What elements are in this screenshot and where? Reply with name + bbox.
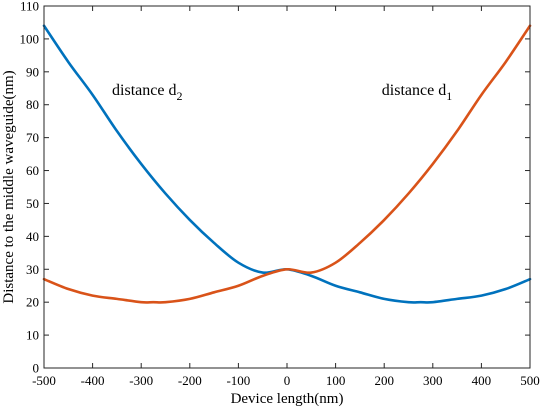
x-tick-label: 100 [326, 373, 346, 388]
x-axis-title: Device length(nm) [231, 391, 344, 407]
y-tick-label: 70 [26, 130, 39, 145]
series-line-2 [42, 24, 532, 304]
y-tick-label: 50 [26, 196, 39, 211]
x-tick-label: 200 [374, 373, 394, 388]
y-tick-label: 80 [26, 97, 39, 112]
y-tick-label: 60 [26, 163, 39, 178]
x-tick-label: -100 [226, 373, 250, 388]
annotation-d2: distance d2 [112, 82, 182, 103]
y-tick-label: 20 [26, 295, 39, 310]
y-tick-label: 110 [20, 0, 39, 14]
x-tick-label: 0 [284, 373, 291, 388]
y-axis-title: Distance to the middle waveguide(nm) [1, 70, 17, 303]
curves-layer [42, 24, 532, 304]
annotation-d1: distance d1 [382, 82, 452, 103]
plot-frame [43, 5, 531, 369]
x-tick-label: 400 [472, 373, 492, 388]
x-tick-labels: -500 -400 -300 -200 -100 0 100 200 300 400 500 [32, 373, 540, 388]
x-tick-label: 500 [520, 373, 540, 388]
annotations: distance d2 distance d1 [112, 82, 452, 103]
y-tick-label: 10 [26, 328, 39, 343]
y-tick-label: 0 [33, 361, 40, 376]
x-tick-label: -500 [32, 373, 56, 388]
x-tick-label: 300 [423, 373, 443, 388]
y-tick-label: 100 [20, 31, 40, 46]
x-tick-label: -300 [129, 373, 153, 388]
series-line-1 [42, 24, 532, 304]
y-tick-label: 90 [26, 64, 39, 79]
y-tick-label: 30 [26, 262, 39, 277]
y-tick-labels: 0 10 20 30 40 50 60 70 80 90 100 110 [20, 0, 40, 376]
x-tick-label: -200 [178, 373, 202, 388]
tick-marks [43, 5, 531, 369]
y-tick-label: 40 [26, 229, 39, 244]
x-tick-label: -400 [81, 373, 105, 388]
